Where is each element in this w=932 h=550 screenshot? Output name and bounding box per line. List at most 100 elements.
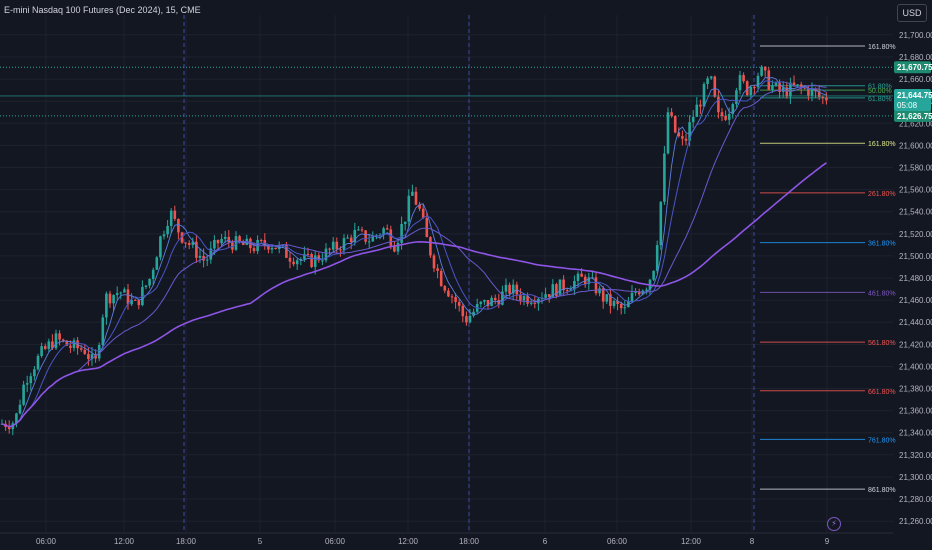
candle-body [148, 278, 151, 286]
candle-body [619, 303, 623, 309]
candle-body [461, 305, 465, 317]
candle-body [565, 290, 569, 292]
candle-body [105, 293, 108, 318]
candle-body [601, 288, 605, 302]
price-level-tag-bg [894, 61, 931, 74]
candle-body [745, 81, 749, 96]
candle-body [360, 229, 364, 231]
candle-body [357, 229, 360, 231]
candle-body [483, 300, 486, 302]
candle-body [414, 191, 418, 205]
y-tick-label: 21,540.00 [899, 208, 932, 217]
candle-body [33, 369, 36, 377]
candle-body [807, 88, 810, 96]
candle-body [493, 297, 497, 301]
candle-body [191, 241, 195, 245]
candle-body [511, 284, 515, 294]
candle-body [238, 236, 241, 243]
candle-body [778, 82, 781, 92]
candle-body [497, 300, 501, 305]
candle-body [652, 270, 655, 280]
candle-body [7, 427, 11, 430]
y-tick-label: 21,560.00 [899, 186, 932, 195]
x-tick-label: 9 [825, 537, 830, 546]
candle-body [72, 340, 76, 348]
currency-selector[interactable]: USD [897, 4, 927, 22]
candle-body [630, 292, 634, 302]
candle-body [411, 191, 414, 196]
candle-body [558, 279, 562, 297]
candle-body [324, 248, 328, 261]
candle-body [119, 292, 123, 294]
candle-body [555, 284, 558, 297]
candle-body [817, 91, 821, 97]
candle-body [717, 96, 720, 113]
candle-body [285, 244, 288, 258]
candle-body [774, 82, 778, 86]
candle-body [699, 104, 702, 107]
candle-body [486, 300, 490, 307]
fib-level-label: 161.80% [868, 141, 896, 148]
candle-body [270, 247, 274, 250]
candle-body [364, 230, 367, 242]
candle-body [249, 238, 252, 249]
candle-body [123, 289, 126, 293]
candle-body [418, 204, 421, 209]
x-tick-label: 18:00 [459, 537, 480, 546]
x-tick-label: 18:00 [176, 537, 197, 546]
candle-body [425, 218, 429, 238]
candle-body [274, 247, 277, 249]
candle-body [403, 221, 407, 224]
price-level-tag-text: 21,670.75 [897, 63, 932, 72]
y-tick-label: 21,620.00 [899, 119, 932, 128]
candle-body [508, 284, 511, 294]
candle-body [389, 229, 393, 246]
candle-body [349, 237, 353, 243]
candle-body [789, 82, 792, 97]
price-level-tag-text: 21,626.75 [897, 112, 932, 121]
price-level-tag: 21,670.75 [894, 61, 932, 74]
candle-body [450, 296, 454, 298]
candle-body [371, 235, 375, 242]
candle-body [749, 87, 753, 96]
x-tick-label: 06:00 [607, 537, 628, 546]
candle-body [184, 242, 187, 244]
candle-body [216, 240, 220, 244]
candle-body [472, 311, 475, 316]
candle-body [40, 346, 43, 356]
candle-body [457, 301, 461, 306]
last-price-value: 21,644.75 [897, 91, 932, 100]
y-tick-label: 21,400.00 [899, 362, 932, 371]
fib-level-label: 61.80% [868, 84, 892, 91]
candle-body [177, 218, 180, 233]
candle-body [666, 112, 670, 154]
candle-body [756, 75, 760, 88]
last-price-countdown: 05:08 [897, 101, 918, 110]
x-tick-label: 06:00 [325, 537, 346, 546]
candle-body [544, 294, 547, 298]
fib-level-label: 761.80% [868, 437, 896, 444]
candle-body [22, 384, 25, 405]
candle-body [223, 236, 227, 239]
candle-body [803, 87, 807, 89]
price-level-tag-bg [894, 109, 931, 122]
flash-icon[interactable]: ⚡ [827, 517, 841, 531]
candle-body [436, 268, 439, 271]
candle-body [126, 289, 130, 305]
candle-body [155, 257, 159, 270]
candle-body [187, 243, 191, 245]
candle-body [407, 195, 411, 222]
candle-body [303, 253, 306, 260]
y-tick-label: 21,380.00 [899, 385, 932, 394]
x-tick-label: 5 [258, 537, 263, 546]
candle-body [623, 307, 627, 309]
candle-body [767, 70, 771, 90]
x-tick-label: 8 [750, 537, 755, 546]
candle-body [526, 295, 529, 304]
y-tick-label: 21,520.00 [899, 230, 932, 239]
candle-body [97, 345, 101, 359]
candle-body [213, 240, 216, 249]
candle-body [288, 257, 292, 262]
candle-body [393, 245, 396, 252]
